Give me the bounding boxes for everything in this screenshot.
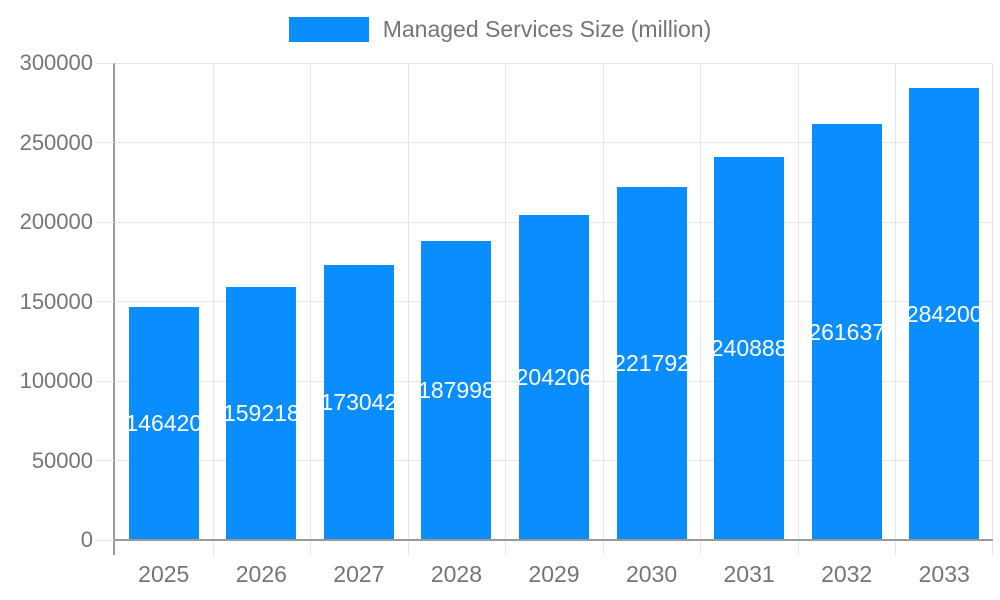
x-axis-tick	[505, 542, 506, 555]
x-tick-label-2026: 2026	[235, 561, 287, 587]
bar-value-label: 204206	[519, 364, 589, 391]
x-tick-label-2030: 2030	[625, 561, 678, 587]
x-axis-tick	[310, 542, 311, 555]
gridline-vertical	[798, 63, 799, 540]
y-tick-label: 250000	[19, 129, 93, 155]
x-axis-line	[114, 539, 993, 541]
y-axis-tick	[96, 63, 114, 64]
bar-2029[interactable]: 204206	[519, 215, 589, 540]
x-axis-tick	[700, 542, 701, 555]
y-tick-label: 200000	[19, 209, 93, 234]
legend-label: Managed Services Size (million)	[382, 16, 712, 42]
bar-2028[interactable]: 187998	[421, 241, 492, 540]
y-axis-line	[113, 63, 115, 555]
y-tick-label: 0	[80, 527, 93, 552]
y-tick-label: 50000	[31, 447, 93, 473]
bar-value-label: 221792	[616, 350, 687, 377]
x-tick-label-2029: 2029	[528, 561, 580, 587]
bar-2026[interactable]: 159218	[226, 286, 297, 540]
plot-area: 146420 159218 173042 187998 204206 221792 2408…	[115, 63, 993, 540]
x-tick-label-2031: 2031	[723, 561, 775, 587]
gridline-vertical	[408, 63, 409, 540]
gridline-vertical	[505, 63, 506, 540]
gridline-vertical	[895, 63, 896, 540]
y-tick-label: 300000	[19, 50, 93, 75]
bar-2031[interactable]: 240888	[714, 157, 785, 540]
x-axis-tick	[798, 542, 799, 555]
bar-value-label: 146420	[128, 410, 199, 437]
bar-2025[interactable]: 146420	[128, 307, 199, 540]
bar-value-label: 159218	[226, 399, 297, 426]
bar-2033[interactable]: 284200	[909, 88, 980, 540]
bar-value-label: 284200	[909, 300, 980, 327]
gridline-horizontal	[115, 63, 993, 64]
gridline-vertical	[603, 63, 604, 540]
x-axis-tick	[603, 542, 604, 555]
gridline-horizontal	[115, 142, 993, 143]
gridline-vertical	[700, 63, 701, 540]
x-axis-tick	[213, 542, 214, 555]
bar-value-label: 187998	[421, 377, 492, 404]
x-tick-label-2032: 2032	[821, 561, 873, 587]
y-axis-tick	[96, 540, 114, 541]
y-tick-label: 100000	[19, 368, 93, 393]
y-axis-tick	[96, 222, 114, 223]
bar-2030[interactable]: 221792	[616, 187, 687, 540]
y-tick-label: 150000	[19, 288, 93, 314]
y-axis-tick	[96, 460, 114, 461]
y-axis-tick	[96, 301, 114, 302]
x-tick-label-2025: 2025	[138, 561, 190, 587]
bar-2032[interactable]: 261637	[811, 124, 882, 540]
gridline-vertical	[213, 63, 214, 540]
x-axis-tick	[408, 542, 409, 555]
bar-value-label: 240888	[714, 335, 785, 361]
x-axis-tick	[992, 542, 993, 555]
bar-value-label: 173042	[323, 388, 394, 415]
legend-swatch	[288, 17, 369, 42]
x-axis-tick	[895, 542, 896, 555]
y-axis-tick	[96, 381, 114, 382]
x-tick-label-2033: 2033	[918, 561, 970, 587]
legend[interactable]: Managed Services Size (million)	[0, 16, 1000, 43]
gridline-vertical	[310, 63, 311, 540]
gridline-vertical	[992, 63, 993, 540]
y-axis-tick	[96, 142, 114, 143]
x-tick-label-2027: 2027	[333, 561, 385, 587]
bar-value-label: 261637	[811, 318, 882, 345]
bar-2027[interactable]: 173042	[323, 264, 394, 540]
x-tick-label-2028: 2028	[430, 561, 483, 587]
